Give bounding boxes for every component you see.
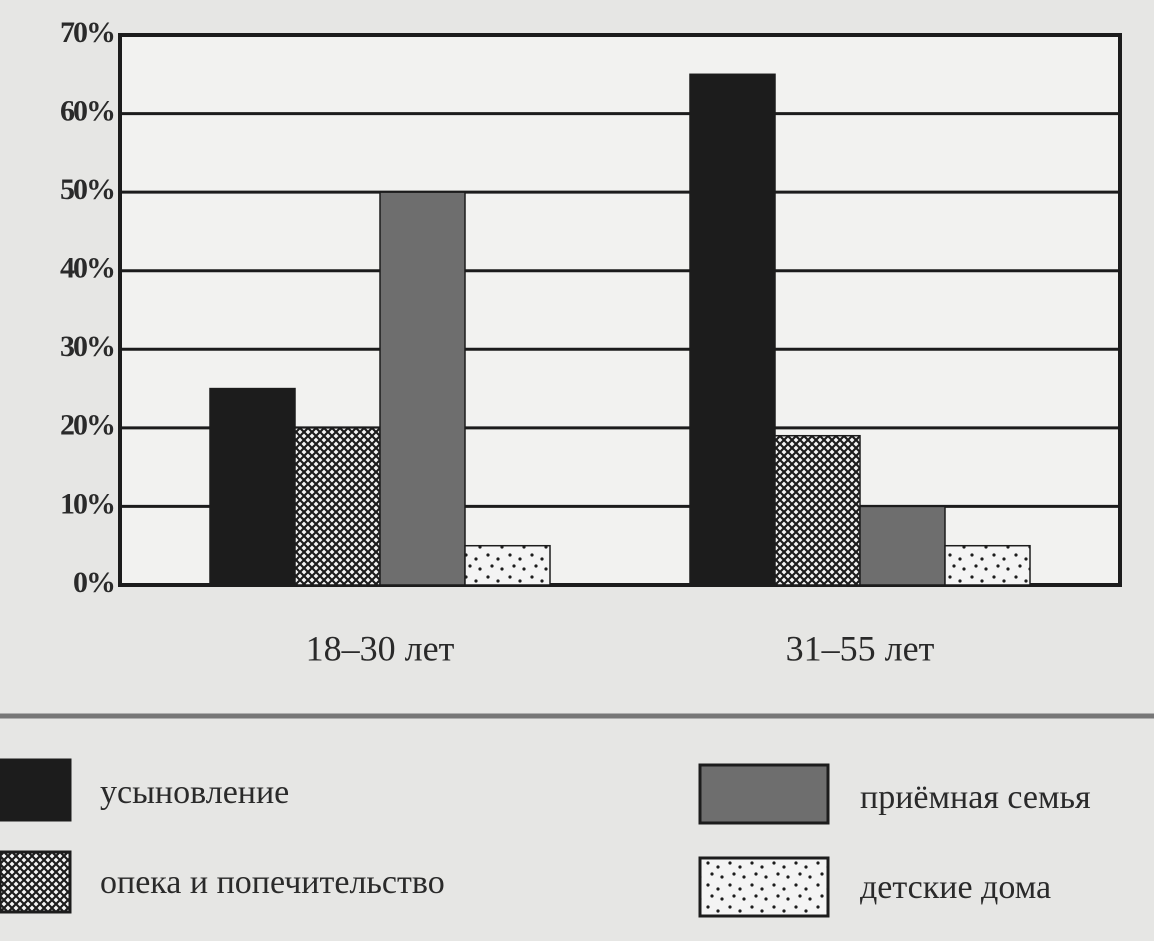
legend-swatch [698,856,830,918]
legend-swatch [0,850,72,914]
legend-label: усыновление [100,774,289,811]
bar [294,427,381,586]
x-tick-label: 31–55 лет [786,628,935,668]
legend-label: опека и попечительство [100,864,445,901]
y-tick-label: 20% [60,409,114,442]
bar [464,544,551,586]
bar [209,387,296,586]
legend-label: детские дома [860,869,1051,906]
bar [859,505,946,586]
bar [944,544,1031,586]
y-tick-label: 30% [60,330,114,363]
bar [774,434,861,586]
legend-swatch [698,763,830,825]
y-tick-label: 10% [60,487,114,520]
legend-swatch [0,758,72,822]
y-tick-label: 40% [60,252,114,285]
legend-label: приёмная семья [860,779,1091,816]
bar [689,73,776,586]
x-tick-label: 18–30 лет [306,628,455,668]
bar [379,191,466,586]
y-tick-label: 0% [73,566,114,599]
y-tick-label: 50% [60,173,114,206]
y-tick-label: 60% [60,94,114,127]
y-tick-label: 70% [60,16,114,49]
